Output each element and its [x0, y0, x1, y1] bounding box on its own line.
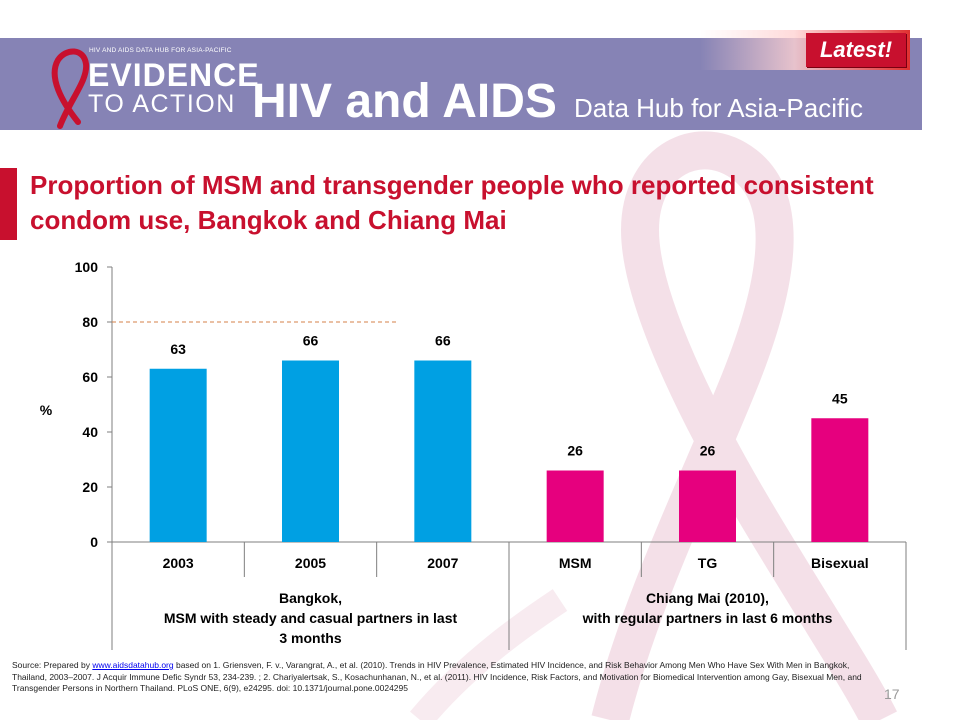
group-label: Chiang Mai (2010),: [646, 590, 769, 606]
data-label: 26: [567, 443, 583, 459]
logo-small-text: HIV AND AIDS DATA HUB FOR ASIA-PACIFIC: [89, 47, 232, 54]
y-axis-label: %: [40, 402, 53, 418]
bar: [546, 470, 604, 542]
slide-title: Proportion of MSM and transgender people…: [30, 170, 874, 235]
group-label: 3 months: [279, 630, 341, 646]
group-label: MSM with steady and casual partners in l…: [164, 610, 458, 626]
category-label: 2005: [295, 555, 326, 571]
group-label: with regular partners in last 6 months: [582, 610, 833, 626]
source-link[interactable]: www.aidsdatahub.org: [92, 660, 174, 670]
source-text: based on 1. Griensven, F. v., Varangrat,…: [12, 660, 862, 694]
y-tick-label: 20: [82, 479, 98, 495]
source-note: Source: Prepared by www.aidsdatahub.org …: [12, 660, 882, 695]
bar: [679, 470, 736, 542]
category-label: Bisexual: [811, 555, 869, 571]
y-tick-label: 100: [75, 259, 99, 275]
category-label: MSM: [559, 555, 592, 571]
bar: [414, 360, 472, 542]
category-label: 2007: [427, 555, 458, 571]
latest-badge: Latest!: [806, 33, 906, 67]
y-tick-label: 40: [82, 424, 98, 440]
hiv-aids-title: HIV and AIDS: [252, 75, 557, 128]
logo-evidence: EVIDENCE: [88, 57, 260, 93]
data-hub-subtitle: Data Hub for Asia-Pacific: [574, 93, 864, 123]
logo-to-action: TO ACTION: [88, 90, 236, 118]
page-number: 17: [884, 686, 900, 702]
red-ribbon-icon: [51, 48, 90, 129]
group-label: Bangkok,: [279, 590, 342, 606]
y-tick-label: 60: [82, 369, 98, 385]
data-label: 26: [700, 443, 716, 459]
category-label: 2003: [163, 555, 194, 571]
source-prefix: Source: Prepared by: [12, 660, 93, 670]
y-tick-label: 0: [90, 534, 98, 550]
data-label: 63: [170, 341, 186, 357]
bar: [811, 418, 869, 542]
bar: [149, 368, 207, 542]
bar: [282, 360, 339, 542]
y-tick-label: 80: [82, 314, 98, 330]
bar-chart: 0 20 40 60 80 100% 63 2003 66 2005 66 2007 26 MSM 26 TG…: [40, 259, 907, 650]
data-label: 66: [303, 333, 319, 349]
category-label: TG: [698, 555, 718, 571]
data-label: 45: [832, 390, 848, 406]
title-accent-bar: [0, 168, 17, 240]
data-label: 66: [435, 333, 451, 349]
